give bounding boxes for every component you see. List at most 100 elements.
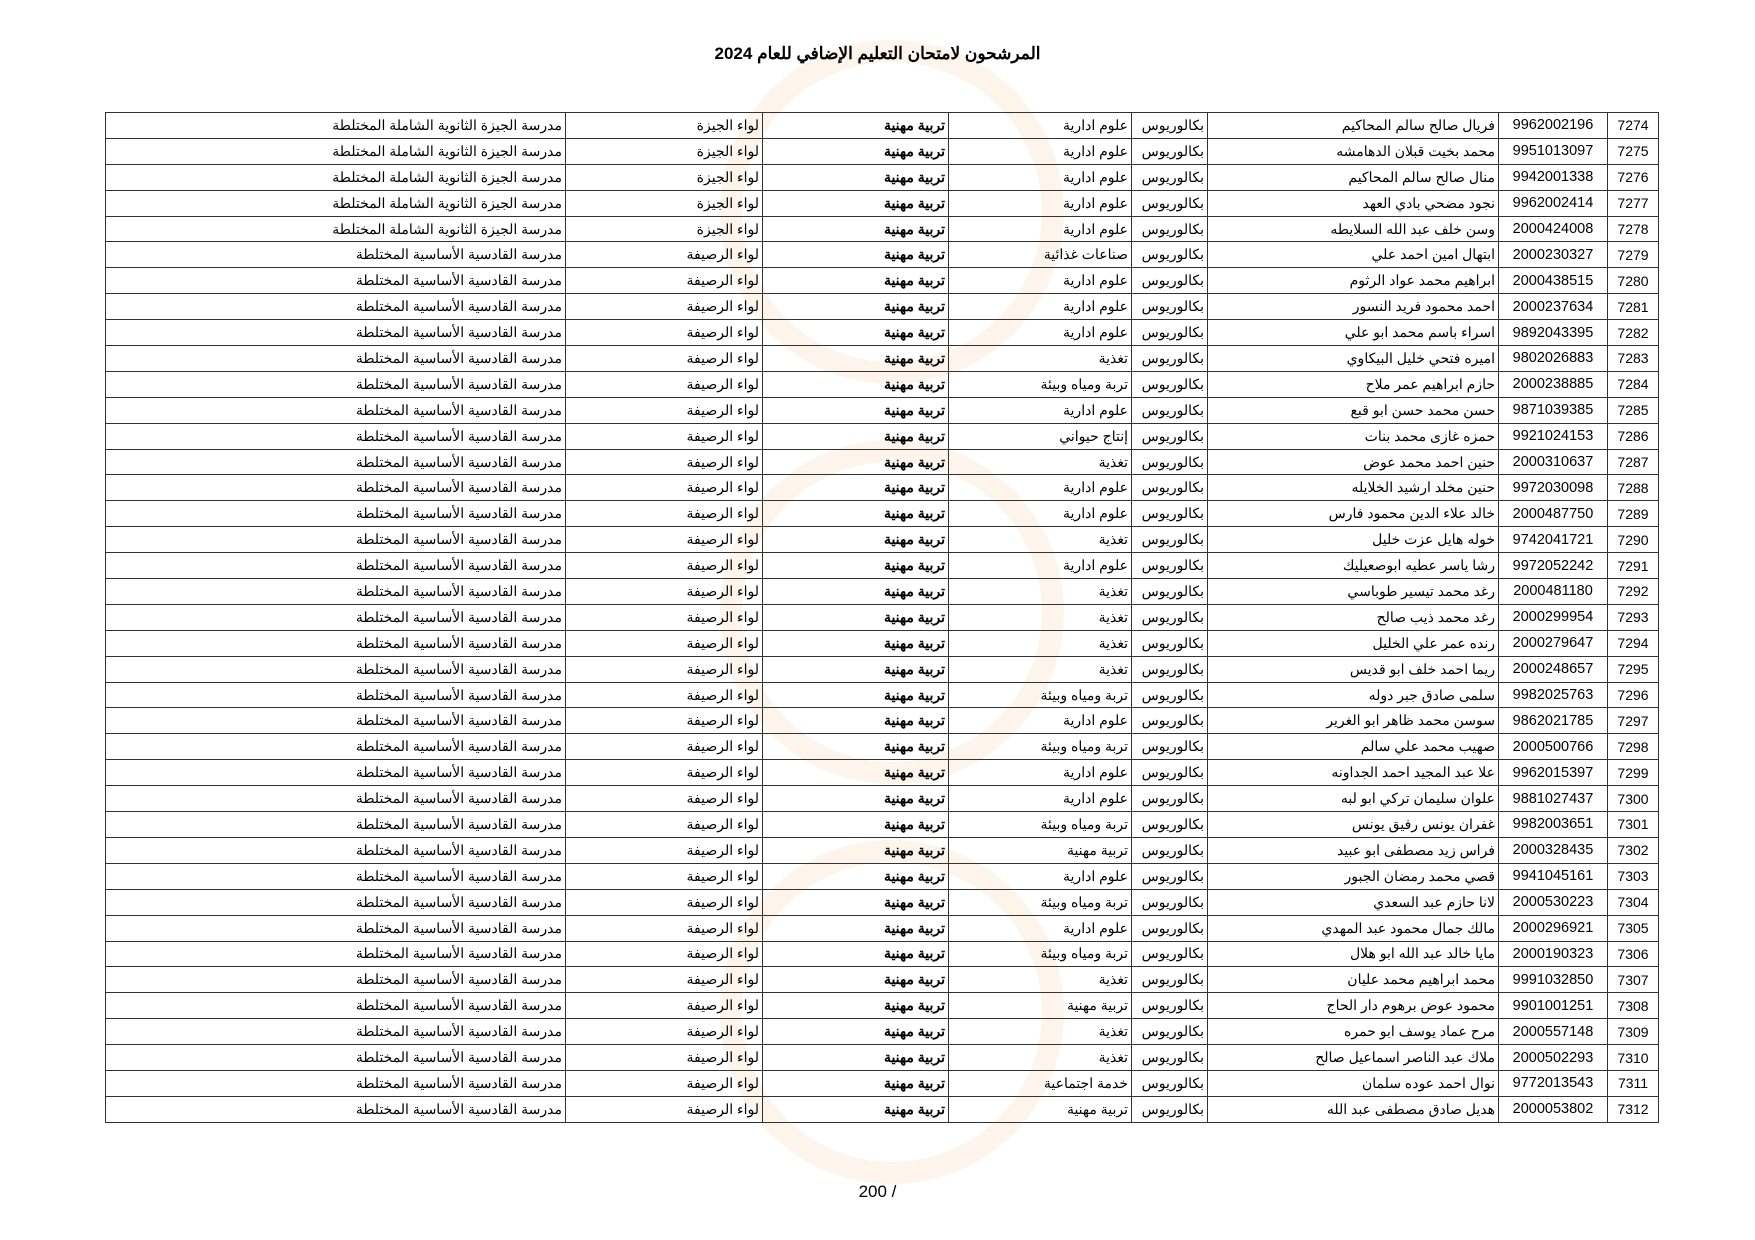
specialization-cell: تربية مهنية <box>762 345 949 372</box>
district-cell: لواء الجيزة <box>565 189 763 217</box>
school-cell: مدرسة القادسية الأساسية المختلطة <box>105 396 566 424</box>
specialization-cell: تربية مهنية <box>762 1044 949 1071</box>
school-cell: مدرسة القادسية الأساسية المختلطة <box>105 293 566 321</box>
specialization-cell: تربية مهنية <box>762 370 949 398</box>
table-row: 7275 9951013097 محمد بخيت قبلان الدهامشه بك… <box>105 137 1659 165</box>
national-id-cell: 2000481180 <box>1498 578 1608 605</box>
major-cell: تغذية <box>948 655 1132 683</box>
degree-cell: بكالوريوس <box>1131 370 1208 398</box>
major-cell: تغذية <box>948 448 1132 476</box>
degree-cell: بكالوريوس <box>1131 862 1208 890</box>
name-cell: لانا حازم عبد السعدي <box>1207 888 1499 916</box>
national-id-cell: 2000299954 <box>1498 603 1608 631</box>
district-cell: لواء الرصيفة <box>565 603 763 631</box>
major-cell: تغذية <box>948 966 1132 994</box>
school-cell: مدرسة القادسية الأساسية المختلطة <box>105 655 566 683</box>
major-cell: علوم ادارية <box>948 163 1132 191</box>
specialization-cell: تربية مهنية <box>762 1095 949 1123</box>
school-cell: مدرسة الجيزة الثانوية الشاملة المختلطة <box>105 137 566 165</box>
national-id-cell: 2000424008 <box>1498 215 1608 243</box>
specialization-cell: تربية مهنية <box>762 862 949 890</box>
seq-cell: 7283 <box>1607 345 1659 372</box>
school-cell: مدرسة القادسية الأساسية المختلطة <box>105 1069 566 1097</box>
name-cell: حنين مخلد ارشيد الخلايله <box>1207 474 1499 502</box>
national-id-cell: 9772013543 <box>1498 1069 1608 1097</box>
major-cell: تغذية <box>948 345 1132 372</box>
major-cell: علوم ادارية <box>948 293 1132 321</box>
name-cell: ريما احمد خلف ابو قديس <box>1207 655 1499 683</box>
name-cell: رشا ياسر عطيه ابوصعيليك <box>1207 552 1499 580</box>
name-cell: ملاك عبد الناصر اسماعيل صالح <box>1207 1044 1499 1071</box>
table-row: 7306 2000190323 مايا خالد عبد الله ابو هلا… <box>105 940 1659 968</box>
degree-cell: بكالوريوس <box>1131 189 1208 217</box>
specialization-cell: تربية مهنية <box>762 733 949 761</box>
major-cell: تغذية <box>948 526 1132 554</box>
major-cell: تربة ومياه وبيئة <box>948 940 1132 968</box>
specialization-cell: تربية مهنية <box>762 422 949 450</box>
seq-cell: 7306 <box>1607 940 1659 968</box>
major-cell: تربة ومياه وبيئة <box>948 733 1132 761</box>
specialization-cell: تربية مهنية <box>762 241 949 269</box>
national-id-cell: 9982003651 <box>1498 811 1608 838</box>
seq-cell: 7303 <box>1607 862 1659 890</box>
degree-cell: بكالوريوس <box>1131 448 1208 476</box>
district-cell: لواء الرصيفة <box>565 655 763 683</box>
seq-cell: 7276 <box>1607 163 1659 191</box>
table-row: 7282 9892043395 اسراء باسم محمد ابو علي بكا… <box>105 319 1659 347</box>
table-row: 7294 2000279647 رنده عمر علي الخليل بكالوري… <box>105 629 1659 657</box>
table-row: 7290 9742041721 خوله هايل عزت خليل بكالوريو… <box>105 526 1659 554</box>
table-row: 7283 9802026883 اميره فتحي خليل البيكاوي بك… <box>105 345 1659 372</box>
degree-cell: بكالوريوس <box>1131 215 1208 243</box>
table-row: 7309 2000557148 مرح عماد يوسف ابو حمره بكال… <box>105 1018 1659 1046</box>
school-cell: مدرسة القادسية الأساسية المختلطة <box>105 1018 566 1046</box>
degree-cell: بكالوريوس <box>1131 655 1208 683</box>
specialization-cell: تربية مهنية <box>762 189 949 217</box>
name-cell: سوسن محمد ظاهر ابو الغرير <box>1207 707 1499 735</box>
name-cell: فريال صالح سالم المحاكيم <box>1207 112 1499 139</box>
name-cell: حمزه غازى محمد بنات <box>1207 422 1499 450</box>
degree-cell: بكالوريوس <box>1131 422 1208 450</box>
school-cell: مدرسة القادسية الأساسية المختلطة <box>105 422 566 450</box>
table-row: 7292 2000481180 رغد محمد تيسير طوباسي بكالو… <box>105 578 1659 605</box>
district-cell: لواء الرصيفة <box>565 1044 763 1071</box>
district-cell: لواء الرصيفة <box>565 836 763 864</box>
specialization-cell: تربية مهنية <box>762 707 949 735</box>
school-cell: مدرسة القادسية الأساسية المختلطة <box>105 241 566 269</box>
table-row: 7305 2000296921 مالك جمال محمود عبد المهدي… <box>105 914 1659 942</box>
national-id-cell: 9881027437 <box>1498 785 1608 813</box>
seq-cell: 7305 <box>1607 914 1659 942</box>
major-cell: تربية مهنية <box>948 992 1132 1020</box>
table-row: 7277 9962002414 نجود مضحي بادي العهد بكالور… <box>105 189 1659 217</box>
school-cell: مدرسة القادسية الأساسية المختلطة <box>105 862 566 890</box>
seq-cell: 7298 <box>1607 733 1659 761</box>
degree-cell: بكالوريوس <box>1131 112 1208 139</box>
major-cell: علوم ادارية <box>948 785 1132 813</box>
specialization-cell: تربية مهنية <box>762 940 949 968</box>
degree-cell: بكالوريوس <box>1131 603 1208 631</box>
table-row: 7308 9901001251 محمود عوض برهوم دار الحاج ب… <box>105 992 1659 1020</box>
school-cell: مدرسة القادسية الأساسية المختلطة <box>105 888 566 916</box>
school-cell: مدرسة القادسية الأساسية المختلطة <box>105 914 566 942</box>
district-cell: لواء الرصيفة <box>565 552 763 580</box>
school-cell: مدرسة القادسية الأساسية المختلطة <box>105 707 566 735</box>
table-row: 7288 9972030098 حنين مخلد ارشيد الخلايله بك… <box>105 474 1659 502</box>
major-cell: تغذية <box>948 1044 1132 1071</box>
degree-cell: بكالوريوس <box>1131 396 1208 424</box>
table-row: 7297 9862021785 سوسن محمد ظاهر ابو الغرير ب… <box>105 707 1659 735</box>
specialization-cell: تربية مهنية <box>762 811 949 838</box>
name-cell: خالد علاء الدين محمود فارس <box>1207 500 1499 528</box>
major-cell: علوم ادارية <box>948 396 1132 424</box>
name-cell: علا عبد المجيد احمد الجداونه <box>1207 759 1499 787</box>
table-row: 7307 9991032850 محمد ابراهيم محمد عليان بكا… <box>105 966 1659 994</box>
table-row: 7287 2000310637 حنين احمد محمد عوض بكالوريو… <box>105 448 1659 476</box>
major-cell: علوم ادارية <box>948 112 1132 139</box>
degree-cell: بكالوريوس <box>1131 785 1208 813</box>
seq-cell: 7293 <box>1607 603 1659 631</box>
national-id-cell: 9892043395 <box>1498 319 1608 347</box>
major-cell: تربة ومياه وبيئة <box>948 811 1132 838</box>
table-row: 7295 2000248657 ريما احمد خلف ابو قديس بكال… <box>105 655 1659 683</box>
name-cell: نجود مضحي بادي العهد <box>1207 189 1499 217</box>
table-row: 7302 2000328435 فراس زيد مصطفى ابو عبيد بكا… <box>105 836 1659 864</box>
district-cell: لواء الرصيفة <box>565 862 763 890</box>
name-cell: محمد ابراهيم محمد عليان <box>1207 966 1499 994</box>
